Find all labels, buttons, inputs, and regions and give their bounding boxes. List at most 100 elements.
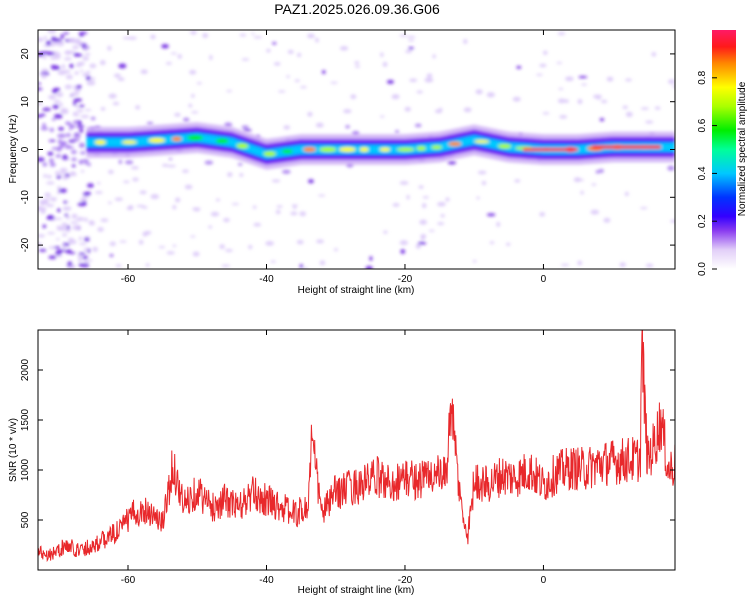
noise-blob — [72, 225, 82, 231]
noise-blob — [271, 179, 281, 183]
noise-blob — [645, 263, 654, 268]
noise-blob — [577, 99, 583, 105]
noise-blob — [391, 94, 400, 100]
noise-blob — [365, 265, 373, 269]
noise-blob — [40, 126, 49, 131]
noise-blob — [463, 38, 468, 45]
noise-blob — [38, 37, 44, 42]
noise-blob — [170, 52, 178, 55]
noise-blob — [223, 217, 230, 223]
noise-blob — [75, 217, 85, 222]
noise-blob — [476, 196, 480, 200]
noise-blob — [68, 127, 73, 131]
noise-blob — [188, 103, 193, 108]
ridge-layer — [86, 133, 675, 159]
noise-blob — [61, 222, 68, 227]
y-tick-label: 10 — [20, 96, 31, 108]
noise-blob — [60, 108, 69, 113]
noise-blob — [477, 170, 487, 175]
ridge-hotspot — [281, 149, 293, 154]
noise-blob — [559, 115, 568, 119]
noise-blob — [66, 74, 73, 80]
spectrogram-x-axis-label: Height of straight line (km) — [298, 285, 415, 296]
noise-blob — [76, 53, 83, 57]
noise-blob — [591, 183, 597, 186]
noise-blob — [119, 240, 127, 243]
noise-blob — [225, 248, 233, 252]
noise-blob — [536, 73, 543, 76]
noise-blob — [38, 248, 47, 252]
noise-blob — [46, 181, 55, 185]
noise-blob — [573, 177, 582, 183]
noise-blob — [426, 73, 433, 78]
noise-blob — [51, 199, 57, 202]
noise-blob — [47, 175, 52, 179]
noise-blob — [158, 246, 166, 249]
noise-blob — [297, 52, 302, 58]
y-tick-label: -20 — [20, 237, 31, 252]
noise-blob — [275, 209, 281, 215]
noise-blob — [56, 175, 62, 179]
noise-blob — [265, 241, 274, 246]
y-tick-label: 1000 — [20, 458, 31, 481]
noise-blob — [38, 102, 43, 106]
noise-blob — [84, 109, 92, 112]
noise-blob — [307, 33, 315, 39]
noise-blob — [123, 180, 130, 184]
noise-blob — [78, 257, 82, 263]
noise-blob — [88, 259, 93, 262]
noise-blob — [66, 214, 70, 220]
noise-blob — [241, 125, 249, 129]
noise-blob — [72, 111, 78, 116]
noise-blob — [224, 122, 233, 128]
snr-y-ticks: 500 1000 1500 2000 — [20, 358, 675, 528]
snr-y-axis-label: SNR (10 * v/v) — [8, 418, 19, 482]
noise-blob — [445, 197, 450, 202]
noise-blob — [70, 92, 79, 97]
noise-blob — [67, 261, 73, 267]
noise-blob — [38, 200, 47, 203]
noise-blob — [248, 245, 253, 250]
noise-blob — [132, 177, 139, 182]
noise-blob — [345, 124, 350, 129]
noise-blob — [42, 224, 47, 229]
noise-blob — [130, 166, 139, 170]
noise-blob — [128, 205, 134, 210]
spectrogram-x-ticks: -60 -40 -20 0 — [121, 30, 547, 285]
noise-blob — [406, 195, 410, 200]
noise-blob — [150, 194, 160, 200]
noise-blob — [73, 98, 83, 102]
noise-blobs — [38, 30, 675, 269]
noise-blob — [136, 204, 145, 208]
noise-blob — [318, 194, 326, 197]
noise-blob — [369, 256, 373, 261]
noise-blob — [227, 172, 233, 177]
noise-blob — [420, 236, 425, 240]
noise-blob — [192, 207, 201, 211]
noise-blob — [118, 63, 127, 69]
noise-blob — [62, 233, 67, 237]
noise-blob — [109, 254, 114, 257]
colorbar-label: Normalized spectral amplitude — [737, 81, 748, 216]
colorbar-tick-label: 0.4 — [697, 166, 708, 180]
noise-blob — [651, 52, 657, 57]
noise-blob — [399, 181, 409, 185]
noise-blob — [270, 260, 276, 263]
noise-blob — [114, 197, 123, 201]
noise-blob — [593, 94, 602, 99]
noise-blob — [40, 113, 46, 117]
noise-blob — [645, 120, 654, 124]
noise-blob — [73, 134, 82, 138]
noise-blob — [108, 169, 114, 174]
noise-blob — [239, 33, 247, 37]
noise-blob — [49, 127, 55, 133]
noise-blob — [115, 264, 122, 267]
noise-blob — [77, 120, 82, 126]
noise-blob — [231, 203, 240, 206]
noise-blob — [625, 111, 633, 117]
noise-blob — [62, 206, 72, 211]
y-tick-label: 500 — [20, 511, 31, 528]
noise-blob — [90, 77, 96, 81]
noise-blob — [183, 117, 190, 122]
